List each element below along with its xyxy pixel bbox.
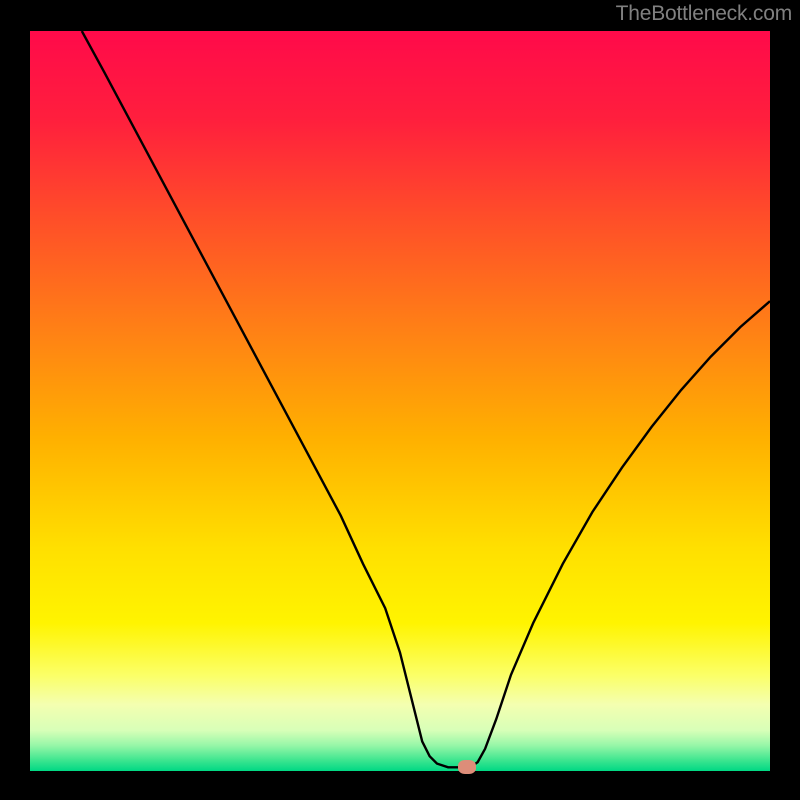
chart-svg <box>30 31 770 771</box>
watermark-text: TheBottleneck.com <box>616 2 792 26</box>
bottleneck-chart <box>30 31 770 771</box>
optimal-marker <box>458 760 476 774</box>
